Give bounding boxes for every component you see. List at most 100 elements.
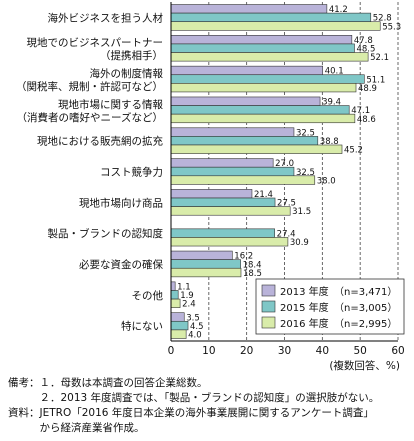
bar	[170, 12, 372, 23]
data-label: 51.1	[366, 75, 385, 85]
bar	[170, 136, 319, 146]
category-label: その他	[132, 289, 164, 302]
data-label: 40.1	[325, 67, 344, 77]
bar	[170, 52, 369, 62]
data-label: 32.5	[296, 168, 315, 178]
bar	[170, 250, 233, 260]
legend-label: 2015 年度	[280, 301, 329, 314]
bar	[170, 298, 181, 308]
legend-swatch	[261, 300, 276, 313]
x-tick-label: 30	[278, 345, 291, 357]
x-tick-label: 50	[353, 345, 366, 357]
category-label: 製品・ブランドの認知度	[48, 227, 164, 240]
bar	[170, 228, 275, 238]
bar	[170, 237, 289, 247]
legend-swatch	[261, 316, 276, 329]
category-label: 海外の制度情報	[90, 67, 164, 80]
data-label: 48.9	[358, 84, 377, 94]
bar	[170, 206, 291, 216]
bar	[170, 158, 274, 168]
data-label: 27.5	[277, 199, 296, 209]
data-label: 1.1	[177, 282, 191, 292]
data-label: 27.0	[275, 159, 294, 169]
data-label: 48.6	[357, 115, 376, 125]
data-label: 52.1	[370, 53, 389, 63]
bar	[170, 35, 353, 45]
category-label: （関税率、規制・許認可など）	[16, 80, 163, 93]
bar	[170, 21, 381, 31]
data-label: 39.4	[322, 98, 341, 108]
bar	[170, 127, 295, 137]
bar	[170, 175, 316, 185]
data-label: 2.4	[182, 300, 196, 310]
legend-label: 2013 年度	[280, 285, 329, 298]
data-label: 1.9	[180, 291, 194, 301]
data-label: 31.5	[292, 207, 311, 217]
bar	[170, 74, 365, 84]
bar	[170, 96, 321, 106]
data-label: 45.2	[344, 146, 363, 156]
note-line: ２．2013 年度調査では、「製品・ブランドの認知度」の選択肢がない。	[8, 392, 380, 404]
category-label: 海外ビジネスを担う人材	[48, 11, 164, 24]
x-tick-label: 20	[240, 345, 253, 357]
bar	[170, 105, 350, 115]
data-label: 3.5	[186, 313, 200, 323]
legend-n: （n=3,005）	[334, 302, 397, 314]
data-label: 38.8	[320, 137, 339, 147]
bar	[170, 320, 189, 331]
data-label: 38.0	[317, 176, 336, 186]
bar	[170, 83, 357, 93]
legend-n: （n=3,471）	[334, 286, 397, 298]
data-label: 47.8	[354, 36, 373, 46]
data-label: 47.1	[351, 106, 370, 116]
x-tick-label: 0	[168, 345, 175, 357]
data-label: 32.5	[296, 128, 315, 138]
category-label: （提携相手）	[100, 49, 163, 62]
x-tick-label: 40	[316, 345, 329, 357]
bar	[170, 189, 253, 199]
x-tick-label: 60	[391, 345, 404, 357]
bar	[170, 144, 343, 154]
bar	[170, 312, 185, 322]
bar	[170, 65, 324, 76]
note-line: 備考：１．母数は本調査の回答企業総数。	[8, 377, 208, 389]
data-label: 4.5	[190, 322, 204, 332]
data-label: 21.4	[254, 190, 273, 200]
bar	[170, 267, 242, 278]
bar-chart: 41.2 52.855.3 海外ビジネスを担う人材 47.848.552.1 現地でのビ…	[16, 2, 405, 372]
data-label: 30.9	[290, 238, 309, 248]
category-label: 現地でのビジネスパートナー	[27, 36, 164, 49]
bar	[170, 43, 355, 53]
data-label: 18.5	[243, 269, 262, 279]
category-label: 現地市場に関する情報	[58, 98, 163, 111]
data-label: 52.8	[373, 14, 392, 24]
bar	[170, 113, 356, 124]
note-line: 資料：JETRO「2016 年度日本企業の海外事業展開に関するアンケート調査」	[8, 407, 374, 419]
bar	[170, 4, 328, 14]
bar	[170, 197, 276, 207]
data-label: 18.4	[243, 260, 262, 270]
legend-swatch	[261, 284, 276, 297]
notes: 備考：１．母数は本調査の回答企業総数。 ２．2013 年度調査では、「製品・ブラ…	[8, 376, 410, 436]
category-label: 特にない	[121, 321, 163, 333]
data-label: 55.3	[382, 22, 401, 32]
category-label: 現地における販売網の拡充	[37, 135, 163, 148]
legend-box	[255, 278, 405, 335]
data-label: 16.2	[234, 252, 253, 262]
data-label: 4.0	[188, 330, 202, 340]
category-label: 現地市場向け商品	[79, 196, 163, 209]
note-line: から経済産業省作成。	[8, 422, 145, 434]
legend-label: 2016 年度	[280, 317, 329, 330]
bar	[170, 290, 179, 300]
bar	[170, 281, 176, 291]
bar	[170, 329, 187, 339]
legend-n: （n=2,995）	[334, 318, 397, 330]
x-axis-label: (複数回答、%)	[329, 359, 400, 372]
x-tick-label: 10	[202, 345, 215, 357]
category-label: （消費者の嗜好やニーズなど）	[17, 111, 163, 124]
bar	[170, 166, 295, 177]
category-label: 必要な資金の確保	[79, 258, 163, 271]
bar	[170, 259, 241, 269]
category-label: コスト競争力	[100, 166, 163, 179]
